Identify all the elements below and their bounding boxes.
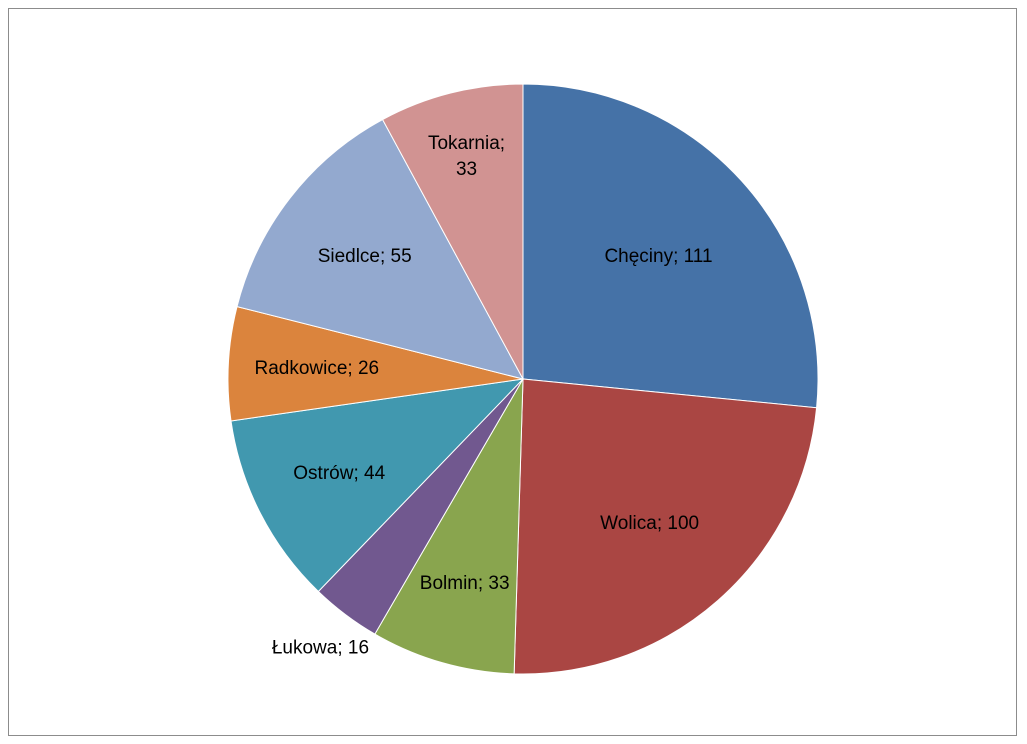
data-label-wolica: Wolica; 100	[600, 513, 699, 534]
data-label-ostrów: Ostrów; 44	[293, 463, 385, 484]
data-label-tokarnia: Tokarnia; 33	[428, 133, 505, 180]
pie-slice-wolica	[513, 378, 818, 675]
data-label-siedlce: Siedlce; 55	[318, 246, 412, 267]
data-label-bolmin: Bolmin; 33	[420, 573, 510, 594]
data-label-łukowa: Łukowa; 16	[272, 637, 369, 658]
chart-area: Chęciny; 111 Wolica; 100 Bolmin; 33 Łukowa;…	[8, 8, 1017, 736]
pie-chart: Chęciny; 111 Wolica; 100 Bolmin; 33 Łukowa;…	[227, 83, 819, 675]
data-label-chęciny: Chęciny; 111	[604, 246, 712, 267]
pie-slice-siedlce	[236, 118, 524, 380]
pie-slice-tokarnia	[381, 83, 524, 380]
pie-slice-radkowice	[227, 305, 524, 422]
pie-slice-bolmin	[374, 378, 524, 675]
data-label-radkowice: Radkowice; 26	[254, 358, 379, 379]
pie-slice-ostrów	[230, 378, 525, 593]
pie-slice-chęciny	[522, 83, 819, 409]
